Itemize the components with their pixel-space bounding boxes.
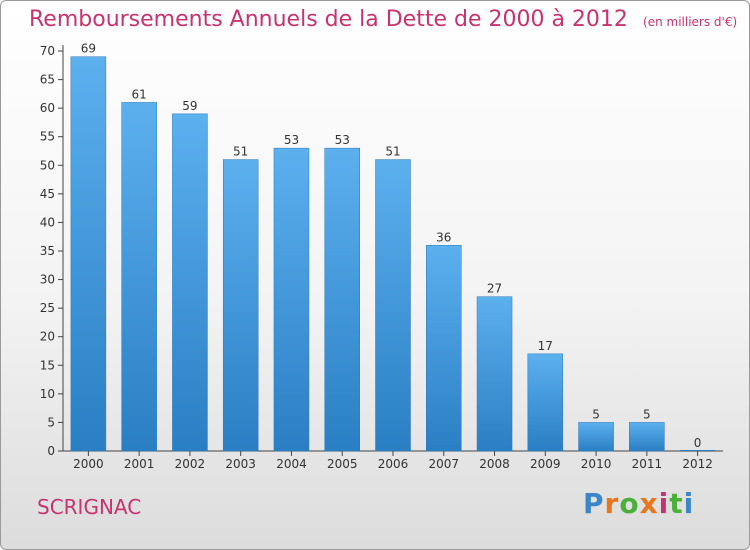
y-tick-label: 15 — [40, 358, 55, 372]
x-tick-label: 2004 — [276, 457, 307, 471]
x-tick-label: 2010 — [581, 457, 612, 471]
bar — [476, 296, 513, 452]
data-label: 36 — [436, 230, 451, 244]
commune-name: SCRIGNAC — [37, 495, 142, 519]
x-tick-label: 2012 — [682, 457, 713, 471]
y-tick-label: 55 — [40, 130, 55, 144]
y-tick-label: 45 — [40, 187, 55, 201]
y-tick-label: 20 — [40, 330, 55, 344]
x-tick-label: 2007 — [428, 457, 459, 471]
y-tick-label: 40 — [40, 215, 55, 229]
bar — [375, 159, 411, 452]
y-tick-label: 60 — [40, 101, 55, 115]
data-label: 51 — [385, 145, 400, 159]
logo-letter: t — [669, 487, 684, 520]
data-label: 5 — [643, 407, 651, 421]
logo-letter: o — [619, 487, 640, 520]
data-label: 51 — [233, 145, 248, 159]
bar — [172, 113, 208, 452]
x-tick-label: 2006 — [378, 457, 409, 471]
bar — [527, 353, 564, 452]
y-tick-label: 5 — [47, 415, 55, 429]
bar — [324, 147, 360, 452]
x-tick-label: 2005 — [327, 457, 358, 471]
x-tick-label: 2001 — [124, 457, 155, 471]
bar — [426, 245, 462, 452]
bar — [578, 422, 614, 452]
logo-letter: x — [639, 487, 659, 520]
data-label: 27 — [487, 282, 502, 296]
y-tick-label: 10 — [40, 387, 55, 401]
data-label: 53 — [284, 133, 299, 147]
logo-letter: i — [658, 487, 670, 520]
proxiti-logo: Proxiti — [583, 487, 694, 520]
logo-letter: r — [604, 487, 620, 520]
bar — [222, 159, 259, 452]
y-tick-label: 25 — [40, 301, 55, 315]
logo-letter: i — [683, 487, 695, 520]
bar — [629, 422, 665, 452]
data-label: 0 — [694, 436, 702, 450]
y-tick-label: 50 — [40, 158, 55, 172]
logo-letter: P — [583, 487, 605, 520]
labels: 2000 69 2001 61 2002 59 2003 51 2004 53 2005 53 2006… — [73, 42, 713, 471]
y-tick-label: 30 — [40, 273, 55, 287]
x-tick-label: 2008 — [479, 457, 510, 471]
x-tick-label: 2002 — [175, 457, 206, 471]
data-label: 61 — [132, 87, 147, 101]
x-tick-label: 2003 — [225, 457, 256, 471]
data-label: 17 — [538, 339, 553, 353]
data-label: 53 — [335, 133, 350, 147]
y-tick-label: 35 — [40, 244, 55, 258]
y-tick-label: 70 — [40, 44, 55, 58]
bar — [70, 56, 107, 452]
bar — [121, 102, 157, 452]
data-label: 59 — [182, 99, 197, 113]
bar — [273, 147, 310, 452]
data-label: 69 — [81, 42, 96, 56]
y-tick-label: 0 — [47, 444, 55, 458]
bars — [70, 56, 716, 452]
x-tick-label: 2011 — [632, 457, 663, 471]
y-tick-label: 65 — [40, 73, 55, 87]
x-tick-label: 2009 — [530, 457, 561, 471]
chart-subtitle: (en milliers d'€) — [643, 15, 738, 29]
title-row: Remboursements Annuels de la Dette de 20… — [29, 7, 737, 32]
x-tick-label: 2000 — [73, 457, 104, 471]
chart-title: Remboursements Annuels de la Dette de 20… — [29, 7, 628, 32]
data-label: 5 — [592, 407, 600, 421]
